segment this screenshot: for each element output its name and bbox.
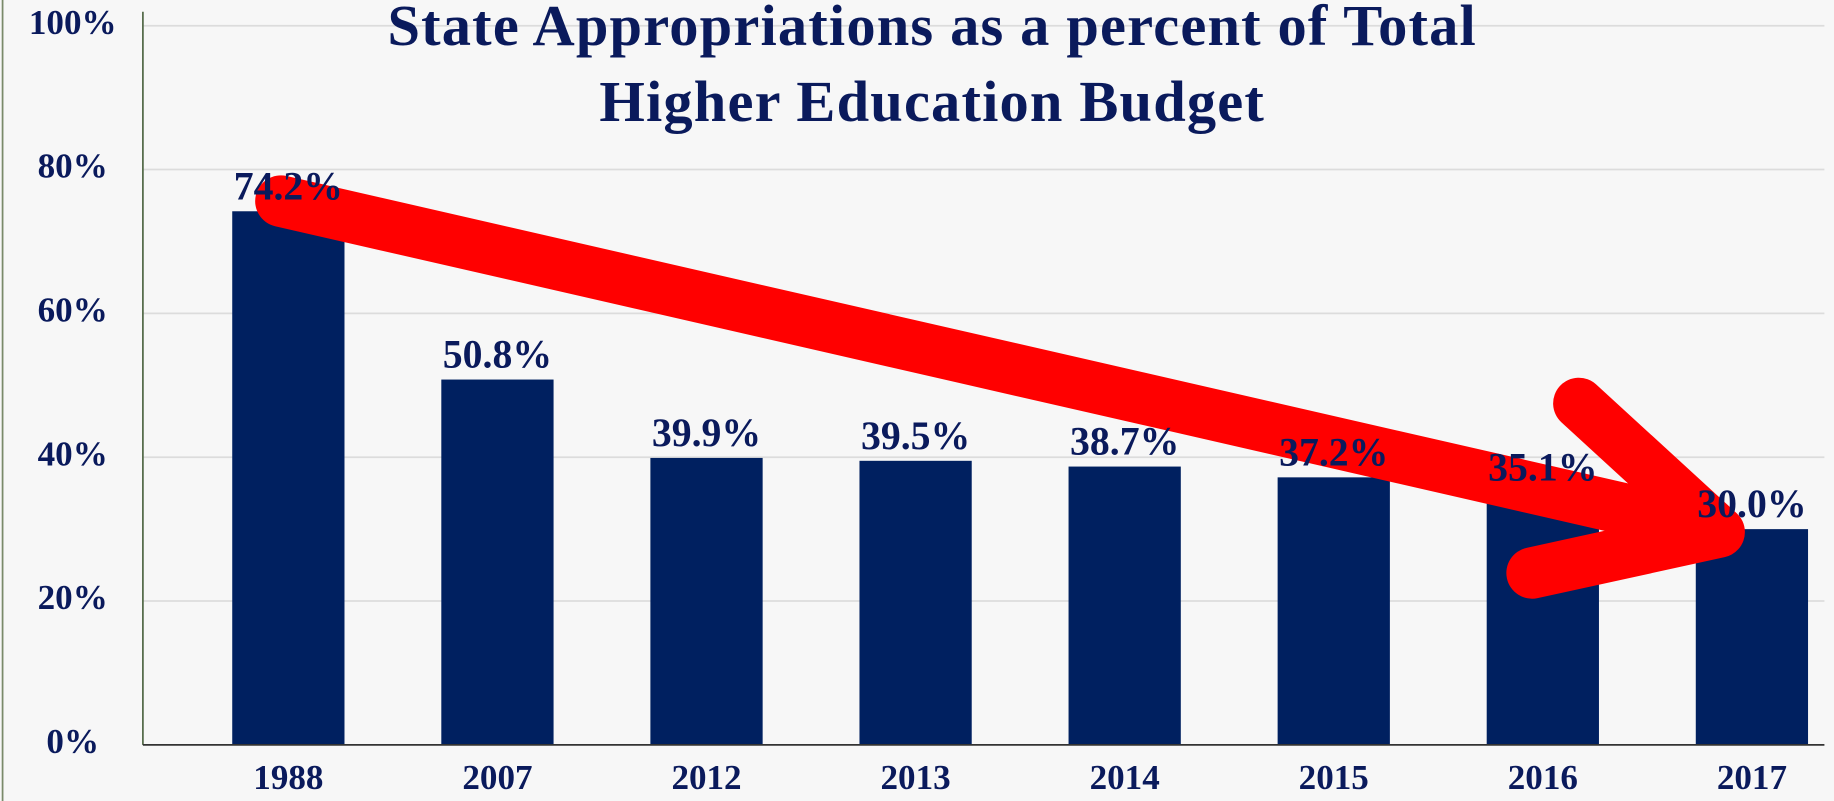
bars (232, 211, 1809, 745)
arrow-shaft (255, 175, 1736, 555)
value-label: 37.2% (1279, 430, 1388, 474)
arrow-head (1506, 377, 1745, 599)
x-tick-label: 2014 (1090, 758, 1160, 797)
bar (441, 379, 554, 745)
labels: 0% 20% 40% 60% 80% 100% 1988 2007 2012 2013 2014 20… (29, 3, 1787, 797)
value-label: 50.8% (443, 333, 552, 377)
y-tick-label: 100% (29, 3, 117, 42)
x-tick-label: 2007 (462, 758, 532, 797)
y-tick-label: 80% (38, 147, 108, 186)
x-tick-label: 2012 (671, 758, 741, 797)
bar (232, 211, 345, 745)
bar (650, 457, 763, 745)
chart-title: State Appropriations as a percent of Tot… (387, 0, 1476, 58)
value-label: 35.1% (1488, 446, 1597, 490)
x-tick-label: 2015 (1299, 758, 1369, 797)
bar (859, 460, 972, 745)
value-label: 39.5% (861, 414, 970, 458)
value-label: 38.7% (1070, 420, 1179, 464)
x-tick-label: 1988 (253, 758, 323, 797)
value-label: 30.0% (1697, 482, 1806, 526)
x-tick-label: 2013 (881, 758, 951, 797)
chart-title: Higher Education Budget (599, 69, 1265, 134)
value-label: 39.9% (652, 411, 761, 455)
trend-arrow (255, 175, 1745, 599)
bar (1068, 466, 1181, 745)
x-tick-label: 2016 (1508, 758, 1578, 797)
y-tick-label: 20% (38, 578, 108, 617)
y-tick-label: 40% (38, 434, 108, 473)
x-tick-label: 2017 (1717, 758, 1787, 797)
y-tick-label: 60% (38, 290, 108, 329)
bar (1277, 477, 1390, 745)
value-label: 74.2% (234, 164, 343, 208)
bar (1695, 529, 1809, 745)
y-tick-label: 0% (46, 722, 99, 761)
grid (142, 24, 1825, 602)
bar (1486, 492, 1599, 745)
value-labels: 74.2% 50.8% 39.9% 39.5% 38.7% 37.2% 35.1% 30.0% (234, 164, 1807, 526)
